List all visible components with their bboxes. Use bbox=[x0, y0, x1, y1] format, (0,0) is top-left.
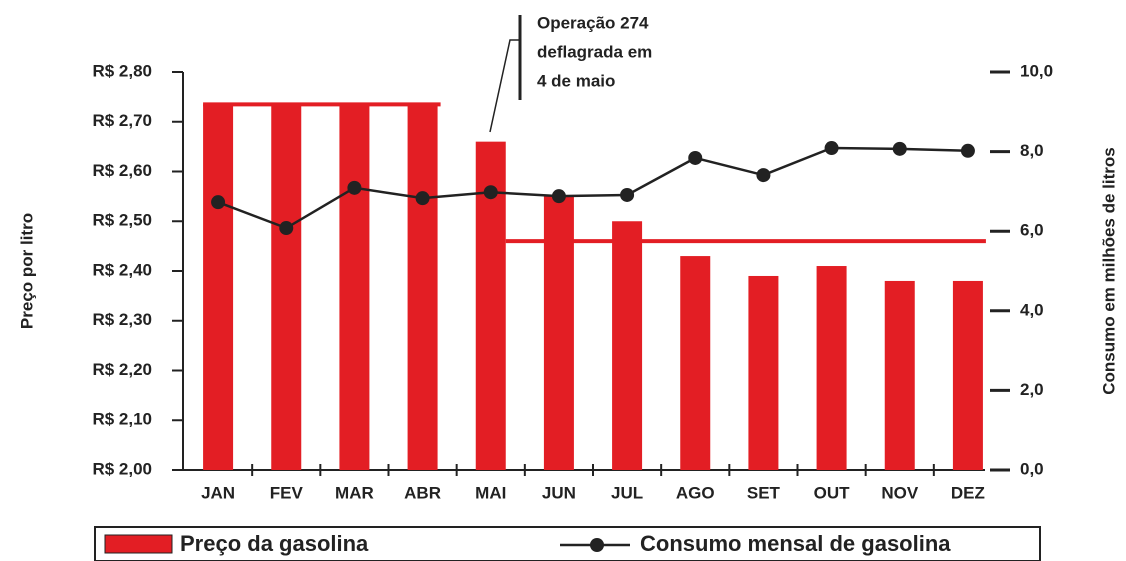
point bbox=[415, 191, 430, 206]
x-tick-label: NOV bbox=[881, 483, 919, 502]
legend-swatch bbox=[104, 534, 173, 554]
y-tick-label: R$ 2,10 bbox=[92, 410, 152, 429]
legend-box bbox=[94, 526, 1041, 561]
legend-swatch bbox=[590, 538, 604, 552]
y2-tick-label: 2,0 bbox=[1020, 380, 1044, 399]
annotation: 4 de maio bbox=[537, 71, 615, 90]
y-tick-label: R$ 2,30 bbox=[92, 310, 152, 329]
annotation: deflagrada em bbox=[537, 42, 652, 61]
x-tick-label: MAI bbox=[475, 483, 506, 502]
y-tick-label: R$ 2,20 bbox=[92, 360, 152, 379]
point bbox=[347, 180, 362, 195]
y-tick-label: R$ 2,00 bbox=[92, 459, 152, 478]
y-tick-label: R$ 2,70 bbox=[92, 111, 152, 130]
y2-tick-label: 8,0 bbox=[1020, 141, 1044, 160]
y-tick-label: R$ 2,60 bbox=[92, 161, 152, 180]
legend-label: Consumo mensal de gasolina bbox=[640, 531, 951, 556]
y2-tick-label: 0,0 bbox=[1020, 459, 1044, 478]
legend-label: Preço da gasolina bbox=[180, 531, 369, 556]
bar bbox=[748, 275, 779, 470]
y-tick-label: R$ 2,40 bbox=[92, 260, 152, 279]
point bbox=[620, 187, 635, 202]
y2-tick-label: 6,0 bbox=[1020, 221, 1044, 240]
bar bbox=[952, 280, 983, 470]
point bbox=[756, 168, 771, 183]
y-tick-label: R$ 2,50 bbox=[92, 211, 152, 230]
point bbox=[211, 195, 226, 210]
y2-tick-label: 10,0 bbox=[1020, 61, 1053, 80]
x-tick-label: AGO bbox=[676, 483, 715, 502]
x-tick-label: ABR bbox=[404, 483, 441, 502]
point bbox=[279, 221, 294, 236]
point bbox=[551, 189, 566, 204]
bar bbox=[407, 104, 438, 471]
bar bbox=[203, 104, 234, 471]
point bbox=[688, 150, 703, 165]
bar bbox=[339, 104, 370, 471]
x-tick-label: SET bbox=[747, 483, 781, 502]
point bbox=[892, 141, 907, 156]
x-tick-label: FEV bbox=[270, 483, 304, 502]
x-tick-label: JUL bbox=[611, 483, 643, 502]
line bbox=[217, 146, 968, 230]
annotation: Operação 274 bbox=[537, 13, 649, 32]
point bbox=[824, 141, 839, 156]
y2-axis-title: Consumo em milhões de litros bbox=[1099, 147, 1118, 395]
annotation-leader bbox=[489, 39, 520, 133]
bar bbox=[543, 196, 574, 470]
x-tick-label: DEZ bbox=[951, 483, 985, 502]
bar bbox=[271, 104, 302, 471]
bar bbox=[816, 266, 847, 470]
x-tick-label: JUN bbox=[542, 483, 576, 502]
bar bbox=[612, 221, 643, 470]
x-tick-label: MAR bbox=[335, 483, 374, 502]
y2-tick-label: 4,0 bbox=[1020, 300, 1044, 319]
x-tick-label: OUT bbox=[814, 483, 851, 502]
y-tick-label: R$ 2,80 bbox=[92, 61, 152, 80]
bar bbox=[884, 280, 915, 470]
bar bbox=[680, 256, 711, 470]
point bbox=[483, 185, 498, 200]
x-tick-label: JAN bbox=[201, 483, 235, 502]
y-axis-title: Preço por litro bbox=[17, 213, 36, 329]
point bbox=[960, 143, 975, 158]
